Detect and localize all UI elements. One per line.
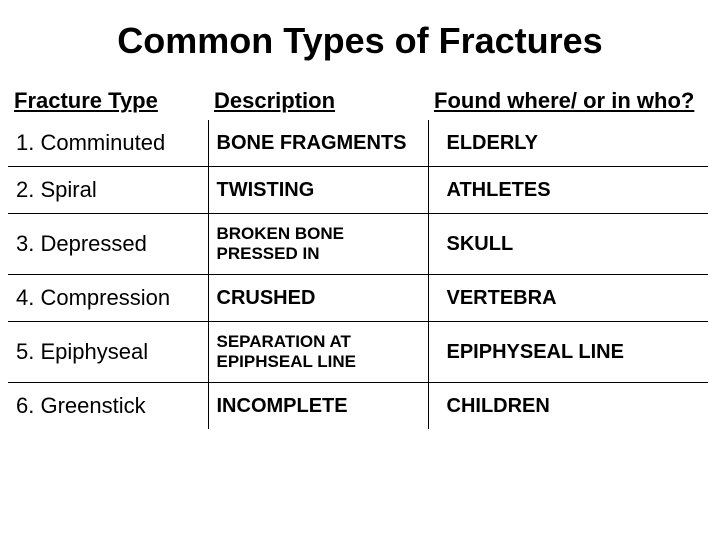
cell-type: 4. Compression (8, 275, 208, 322)
cell-where: SKULL (428, 214, 708, 275)
table-row: 1. Comminuted BONE FRAGMENTS ELDERLY (8, 120, 708, 167)
cell-where: VERTEBRA (428, 275, 708, 322)
cell-type: 2. Spiral (8, 167, 208, 214)
table-row: 3. Depressed BROKEN BONE PRESSED IN SKUL… (8, 214, 708, 275)
cell-where: ELDERLY (428, 120, 708, 167)
table-header-row: Fracture Type Description Found where/ o… (8, 82, 708, 120)
col-header-where: Found where/ or in who? (428, 82, 708, 120)
col-header-type: Fracture Type (8, 82, 208, 120)
cell-where: ATHLETES (428, 167, 708, 214)
cell-desc: BROKEN BONE PRESSED IN (208, 214, 428, 275)
cell-desc: BONE FRAGMENTS (208, 120, 428, 167)
cell-type: 6. Greenstick (8, 383, 208, 430)
cell-where: EPIPHYSEAL LINE (428, 322, 708, 383)
slide: Common Types of Fractures Fracture Type … (0, 0, 720, 540)
table-row: 5. Epiphyseal SEPARATION AT EPIPHSEAL LI… (8, 322, 708, 383)
cell-desc: SEPARATION AT EPIPHSEAL LINE (208, 322, 428, 383)
cell-where: CHILDREN (428, 383, 708, 430)
fractures-table: Fracture Type Description Found where/ o… (8, 82, 708, 429)
col-header-desc: Description (208, 82, 428, 120)
cell-type: 3. Depressed (8, 214, 208, 275)
cell-desc: INCOMPLETE (208, 383, 428, 430)
cell-desc: TWISTING (208, 167, 428, 214)
table-row: 4. Compression CRUSHED VERTEBRA (8, 275, 708, 322)
page-title: Common Types of Fractures (0, 0, 720, 82)
cell-type: 5. Epiphyseal (8, 322, 208, 383)
table-row: 6. Greenstick INCOMPLETE CHILDREN (8, 383, 708, 430)
cell-desc: CRUSHED (208, 275, 428, 322)
cell-type: 1. Comminuted (8, 120, 208, 167)
table-row: 2. Spiral TWISTING ATHLETES (8, 167, 708, 214)
